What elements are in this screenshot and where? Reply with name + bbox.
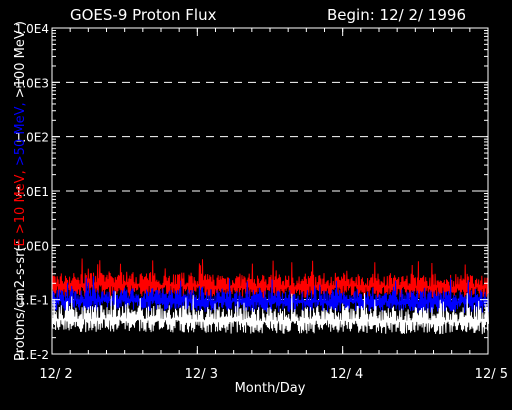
y-axis-label-part: >50 MeV, (13, 98, 28, 166)
y-tick-label: 1.0E1 (15, 185, 49, 199)
y-tick-label: 1.E-1 (18, 294, 49, 308)
chart-begin-date: Begin: 12/ 2/ 1996 (327, 6, 466, 24)
x-tick-label: 12/ 5 (475, 367, 508, 382)
y-axis-label-part: Protons/cm2-s-sr( (13, 246, 28, 361)
y-axis: 1.0E4 1.0E3 1.0E2 1.0E1 1.0E0 1.E-1 1.E-2 (15, 22, 488, 362)
data-series (51, 258, 489, 335)
x-axis-label: Month/Day (235, 381, 306, 396)
y-tick-label: 1.E-2 (18, 348, 49, 362)
x-tick-label: 12/ 4 (330, 367, 363, 382)
y-tick-label: 1.0E3 (15, 76, 49, 90)
y-tick-label: 1.0E4 (15, 22, 49, 36)
chart-title: GOES-9 Proton Flux (70, 6, 217, 24)
x-axis: 12/ 2 12/ 3 12/ 4 12/ 5 (39, 28, 508, 382)
series-line-1 (51, 258, 489, 299)
y-axis-label-part: E >10 MeV, (13, 166, 28, 246)
y-tick-label: 1.0E2 (15, 131, 49, 145)
y-axis-label-part: >100 MeV ) (13, 21, 28, 98)
y-tick-label: 1.0E0 (15, 239, 49, 253)
y-axis-label: Protons/cm2-s-sr(E >10 MeV, >50 MeV, >10… (13, 21, 28, 361)
series-line-3 (51, 291, 489, 335)
x-tick-label: 12/ 2 (39, 367, 72, 382)
x-tick-label: 12/ 3 (185, 367, 218, 382)
